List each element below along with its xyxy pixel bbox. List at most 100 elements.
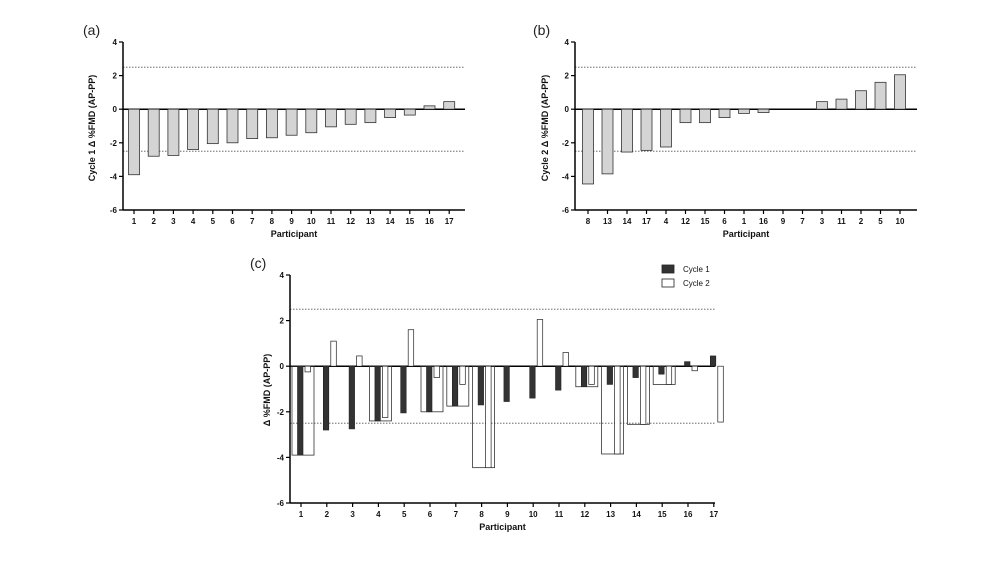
- x-tick-label: 5: [211, 217, 216, 226]
- y-tick-label: 4: [113, 38, 118, 47]
- bar-cycle-2: [304, 365, 311, 373]
- bar: [601, 108, 614, 175]
- bar: [325, 108, 337, 128]
- bar-cycle-1: [606, 365, 613, 385]
- bar-cycle-1: [348, 365, 355, 430]
- y-tick-label: -6: [110, 206, 118, 215]
- x-tick-label: 15: [405, 217, 414, 226]
- y-tick-label: -4: [110, 172, 118, 181]
- x-tick-label: 2: [151, 217, 156, 226]
- bar-cycle-2: [588, 365, 595, 385]
- x-tick-label: 7: [454, 510, 459, 519]
- x-tick-label: 2: [859, 217, 864, 226]
- x-tick-label: 2: [325, 510, 330, 519]
- bar-cycle-1: [322, 365, 330, 431]
- bar-cycle-1: [709, 355, 717, 367]
- x-tick-label: 15: [701, 217, 710, 226]
- x-tick-label: 17: [642, 217, 651, 226]
- bar: [738, 108, 750, 114]
- legend-label: Cycle 1: [683, 265, 710, 274]
- bar-cycle-1: [426, 365, 433, 413]
- x-tick-label: 9: [505, 510, 510, 519]
- y-axis-title: Cycle 1 Δ %FMD (AP-PP): [87, 75, 97, 182]
- x-tick-label: 8: [270, 217, 275, 226]
- x-tick-label: 6: [722, 217, 727, 226]
- bar: [757, 108, 770, 113]
- bar: [835, 98, 848, 110]
- x-tick-label: 9: [289, 217, 294, 226]
- bar-cycle-2: [717, 365, 724, 423]
- bar-cycle-1: [477, 365, 484, 406]
- panel-label: (c): [250, 255, 266, 271]
- bar: [855, 90, 867, 110]
- y-axis-title: Δ %FMD (AP-PP): [262, 354, 272, 426]
- y-tick-label: 0: [565, 105, 570, 114]
- x-tick-label: 12: [681, 217, 690, 226]
- bar: [874, 81, 887, 110]
- legend-label: Cycle 2: [683, 279, 710, 288]
- bar-cycle-1: [451, 365, 459, 407]
- bar-cycle-2: [459, 365, 466, 385]
- x-tick-label: 10: [307, 217, 316, 226]
- y-tick-label: 2: [280, 317, 285, 326]
- x-tick-label: 6: [428, 510, 433, 519]
- x-tick-label: 5: [878, 217, 883, 226]
- x-tick-label: 17: [709, 510, 718, 519]
- bar-cycle-1: [374, 365, 381, 422]
- bar-cycle-1: [658, 365, 665, 375]
- x-tick-label: 4: [376, 510, 381, 519]
- x-tick-label: 12: [580, 510, 589, 519]
- bar-cycle-1: [555, 365, 562, 391]
- x-tick-label: 1: [132, 217, 137, 226]
- x-tick-label: 8: [586, 217, 591, 226]
- x-tick-label: 5: [402, 510, 407, 519]
- y-tick-label: -2: [110, 139, 118, 148]
- x-tick-label: 13: [603, 217, 612, 226]
- x-tick-label: 12: [346, 217, 355, 226]
- x-axis-title: Participant: [479, 522, 526, 532]
- x-tick-label: 10: [896, 217, 905, 226]
- y-tick-label: 4: [565, 38, 570, 47]
- y-tick-label: 0: [113, 105, 118, 114]
- bar: [894, 74, 906, 110]
- x-tick-label: 16: [684, 510, 693, 519]
- x-tick-label: 14: [632, 510, 641, 519]
- x-tick-label: 3: [171, 217, 176, 226]
- x-tick-label: 1: [742, 217, 747, 226]
- x-tick-label: 13: [366, 217, 375, 226]
- bar-cycle-2: [536, 319, 544, 367]
- bar: [403, 108, 416, 116]
- x-tick-label: 11: [555, 510, 564, 519]
- bar: [443, 101, 456, 110]
- bar: [187, 108, 200, 150]
- x-tick-label: 10: [529, 510, 538, 519]
- bar-cycle-1: [297, 365, 304, 456]
- x-tick-label: 14: [386, 217, 395, 226]
- bar-cycle-2: [356, 355, 363, 367]
- x-tick-label: 4: [664, 217, 669, 226]
- legend-swatch: [661, 264, 675, 274]
- x-tick-label: 8: [479, 510, 484, 519]
- bar-cycle-2: [640, 365, 647, 425]
- bar-cycle-1: [529, 365, 536, 399]
- bar: [582, 108, 594, 185]
- bar-cycle-2: [691, 365, 698, 372]
- y-tick-label: -2: [562, 139, 570, 148]
- x-tick-label: 1: [299, 510, 304, 519]
- y-tick-label: 4: [280, 271, 285, 280]
- bar: [206, 108, 219, 145]
- x-tick-label: 16: [759, 217, 768, 226]
- y-tick-label: -2: [277, 408, 285, 417]
- legend-swatch: [661, 278, 675, 288]
- x-tick-label: 7: [800, 217, 805, 226]
- y-tick-label: -6: [277, 499, 285, 508]
- x-tick-label: 11: [327, 217, 336, 226]
- bar: [423, 105, 436, 110]
- bar: [344, 108, 357, 125]
- x-tick-label: 4: [191, 217, 196, 226]
- bar: [167, 108, 180, 156]
- bar-cycle-2: [407, 329, 415, 367]
- y-tick-label: -4: [562, 172, 570, 181]
- y-tick-label: -6: [562, 206, 570, 215]
- x-tick-label: 7: [250, 217, 255, 226]
